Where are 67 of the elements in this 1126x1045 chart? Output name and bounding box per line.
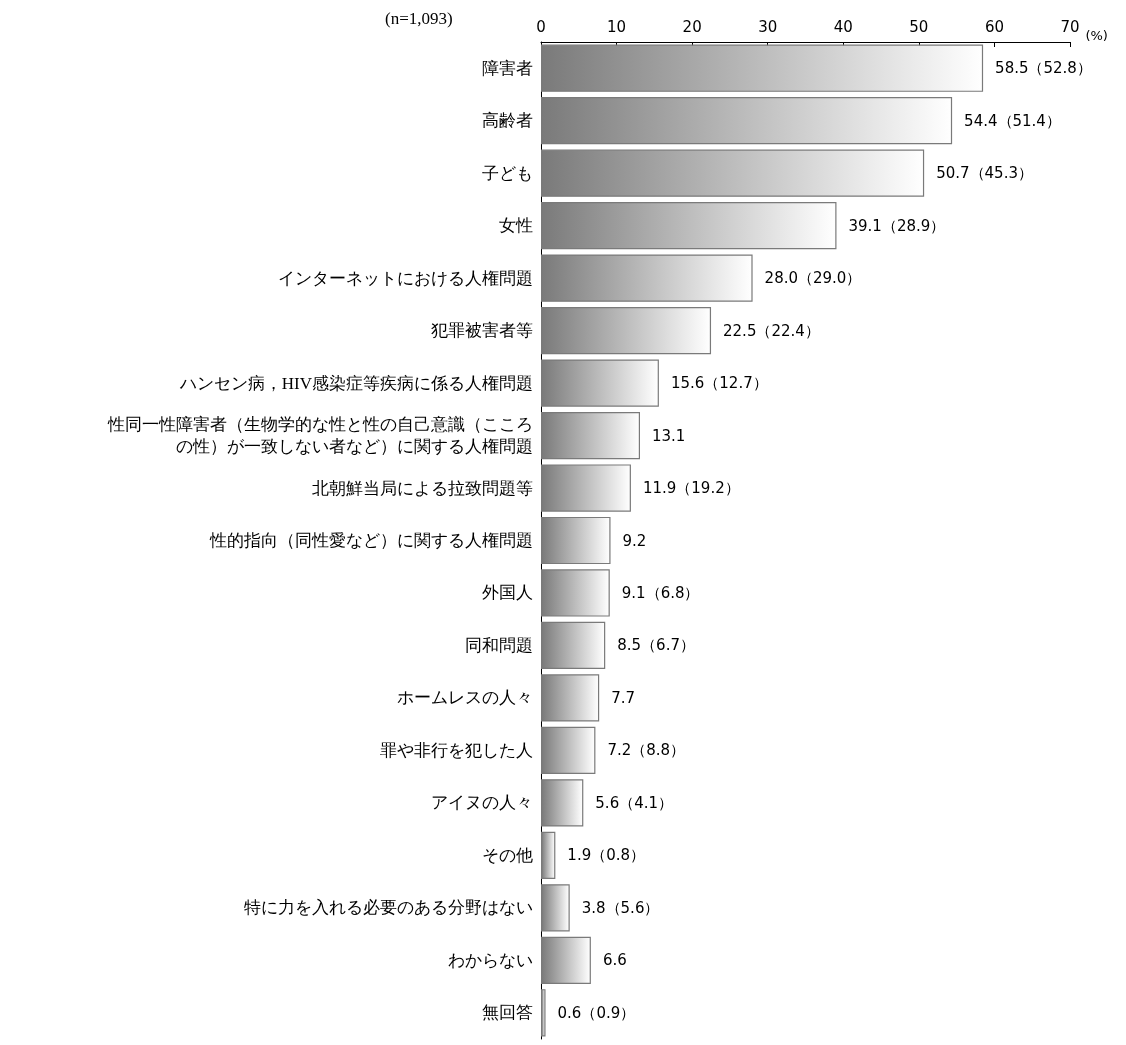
y-tick-label: インターネットにおける人権問題 — [278, 268, 533, 288]
bar — [541, 621, 606, 670]
x-tick-label: 10 — [607, 17, 627, 36]
data-label: 8.5（6.7） — [617, 636, 695, 655]
data-label: 54.4（51.4） — [964, 111, 1061, 130]
y-tick-label: 無回答 — [482, 1003, 533, 1023]
x-tick-label: 20 — [682, 17, 702, 36]
bar — [541, 202, 837, 250]
bar — [541, 149, 925, 197]
y-tick-label: 外国人 — [482, 583, 533, 603]
y-tick-label: 同和問題 — [465, 635, 533, 655]
bar — [541, 779, 584, 827]
data-label: 3.8（5.6） — [581, 898, 660, 917]
y-tick-label: 罪や非行を犯した人 — [380, 740, 533, 760]
y-tick-label: ハンセン病，HIV感染症等疾病に係る人権問題 — [178, 373, 533, 393]
bar — [541, 97, 953, 145]
data-label: 58.5（52.8） — [995, 59, 1092, 78]
x-tick-label: 60 — [984, 17, 1004, 36]
bar — [541, 831, 556, 879]
y-tick-label: アイヌの人々 — [431, 793, 533, 813]
x-tick-label: 40 — [833, 17, 853, 36]
bar — [541, 464, 631, 512]
data-label: 7.2（8.8） — [607, 741, 686, 760]
data-label: 22.5（22.4） — [723, 321, 820, 340]
y-tick-label: その他 — [482, 845, 533, 865]
y-tick-label: 性同一性障害者（生物学的な性と性の自己意識（こころの性）が一致しない者など）に関する人権問題 — [107, 415, 533, 457]
data-label: 50.7（45.3） — [936, 164, 1033, 183]
y-tick-label: 犯罪被害者等 — [431, 321, 533, 341]
bar — [541, 569, 610, 617]
data-label: 11.9（19.2） — [642, 479, 740, 498]
bar — [541, 306, 712, 355]
y-tick-label: 障害者 — [482, 58, 533, 78]
y-tick-label: 特に力を入れる必要のある分野はない — [244, 898, 533, 918]
bar — [541, 254, 753, 302]
data-label: 39.1（28.9） — [848, 216, 946, 235]
data-label: 1.9（0.8） — [567, 846, 646, 865]
y-tick-label: 性的指向（同性愛など）に関する人権問題 — [209, 531, 533, 550]
bar — [541, 726, 596, 775]
data-label: 6.6 — [602, 951, 627, 970]
bar — [541, 884, 570, 932]
data-label: 13.1 — [652, 426, 686, 445]
bar — [541, 44, 984, 92]
y-tick-label: 高齢者 — [482, 111, 533, 131]
bar — [541, 936, 591, 984]
x-tick-label: 0 — [536, 17, 546, 36]
y-tick-label: 北朝鮮当局による拉致問題等 — [312, 478, 533, 498]
x-tick-label: 30 — [758, 17, 778, 36]
y-tick-label: ホームレスの人々 — [397, 688, 533, 708]
bar — [541, 516, 611, 565]
data-label: 15.6（12.7） — [670, 374, 768, 393]
x-tick-label: 70 — [1060, 17, 1080, 36]
data-label: 28.0（29.0） — [764, 269, 862, 288]
data-label: 5.6（4.1） — [595, 793, 674, 812]
data-label: 9.2 — [622, 531, 647, 550]
text: (n=1,093) — [385, 9, 453, 28]
y-tick-label: わからない — [448, 950, 533, 970]
y-tick-label: 女性 — [499, 216, 533, 236]
bar — [541, 411, 640, 460]
bar — [541, 359, 659, 407]
y-tick-label: 子ども — [482, 163, 533, 183]
data-label: 7.7 — [611, 688, 636, 707]
x-tick-label: 50 — [909, 17, 929, 36]
data-label: 9.1（6.8） — [621, 583, 700, 602]
x-axis-title: (%) — [1085, 28, 1108, 43]
bar — [541, 989, 546, 1037]
data-label: 0.6（0.9） — [557, 1003, 636, 1022]
bar — [541, 674, 600, 722]
